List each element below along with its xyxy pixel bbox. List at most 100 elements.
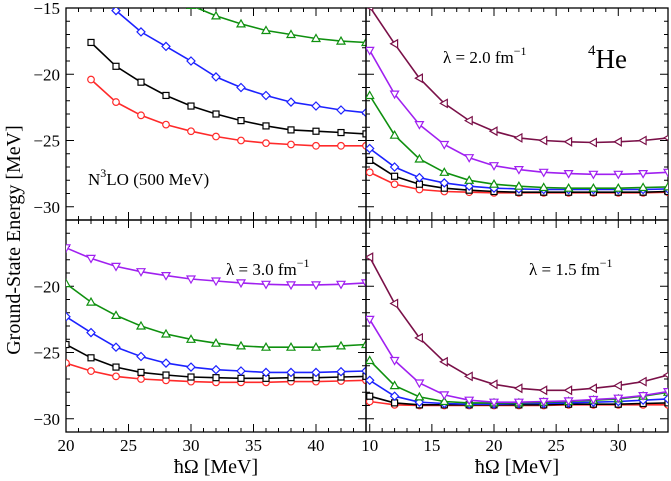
panel-bottom-right: 10 15 20 25 30 ħΩ [MeV] λ = 1.5 fm−1 <box>361 219 669 478</box>
data-point-black <box>664 399 668 407</box>
data-point-violet <box>110 262 122 272</box>
data-point-green <box>613 182 624 192</box>
data-point-green <box>638 182 649 192</box>
data-point-blue <box>66 311 71 322</box>
data-point-red <box>112 98 120 106</box>
data-point-green <box>662 181 668 191</box>
data-point-black <box>87 354 95 362</box>
data-point-maroon <box>439 98 448 109</box>
data-point-black <box>287 126 295 134</box>
data-point-green <box>439 167 450 176</box>
series-group <box>366 252 668 410</box>
y-tick-label: −15 <box>33 0 60 18</box>
data-point-green <box>285 29 297 39</box>
series-line-green <box>369 359 668 404</box>
data-point-red <box>366 168 374 177</box>
data-point-red <box>287 140 295 149</box>
series-group <box>66 244 366 387</box>
data-point-violet <box>135 268 147 277</box>
data-point-green <box>360 37 366 47</box>
data-point-green <box>513 180 524 190</box>
data-point-blue <box>439 178 450 188</box>
data-point-blue <box>111 342 121 353</box>
data-point-blue <box>161 41 171 52</box>
data-point-maroon <box>563 136 573 147</box>
nucleus-label: 4He <box>588 43 627 74</box>
data-point-black <box>237 117 245 125</box>
data-point-violet <box>488 162 500 171</box>
data-point-blue <box>236 82 246 93</box>
data-point-blue <box>414 172 425 183</box>
data-point-black <box>212 110 220 118</box>
data-point-black <box>366 156 374 164</box>
data-point-blue <box>186 56 196 66</box>
panel-label: λ = 2.0 fm−1 <box>443 44 527 67</box>
data-point-maroon <box>563 385 573 396</box>
data-point-violet <box>538 397 549 407</box>
data-point-violet <box>285 281 297 291</box>
data-point-maroon <box>662 372 668 378</box>
data-point-blue <box>464 181 475 192</box>
data-point-green <box>110 310 122 319</box>
data-point-violet <box>588 170 599 180</box>
data-point-blue <box>136 351 146 362</box>
data-point-maroon <box>662 134 668 141</box>
data-point-violet <box>488 398 500 408</box>
data-point-violet <box>538 168 549 178</box>
data-point-red <box>187 127 195 136</box>
data-point-red <box>312 141 320 150</box>
data-point-maroon <box>613 136 622 147</box>
data-point-black <box>87 38 95 47</box>
y-tick-label: −30 <box>33 198 60 217</box>
y-tick-label: −20 <box>33 277 60 296</box>
data-point-red <box>112 372 120 381</box>
data-point-blue <box>361 366 366 376</box>
data-point-blue <box>236 366 246 376</box>
data-point-green <box>235 340 247 350</box>
series-line-green <box>66 282 366 349</box>
x-tick-label: 30 <box>183 436 200 455</box>
data-point-green <box>210 10 222 20</box>
data-point-blue <box>366 143 375 154</box>
data-point-black <box>362 372 366 380</box>
data-point-red <box>162 120 170 129</box>
x-tick-label: 30 <box>610 436 627 455</box>
data-point-green <box>210 337 222 347</box>
data-point-green <box>260 25 272 35</box>
data-point-violet <box>360 279 366 289</box>
data-point-green <box>360 339 366 349</box>
data-point-violet <box>389 356 400 366</box>
data-point-violet <box>588 395 599 405</box>
data-point-maroon <box>389 298 399 309</box>
data-point-maroon <box>488 126 498 137</box>
data-point-green <box>260 341 272 351</box>
data-point-green <box>185 8 197 10</box>
data-point-blue <box>111 8 121 16</box>
x-tick-label: 25 <box>548 436 565 455</box>
data-point-green <box>310 341 322 351</box>
data-point-green <box>160 328 172 338</box>
data-point-maroon <box>414 332 423 343</box>
data-point-maroon <box>389 38 399 49</box>
data-point-black <box>162 371 170 379</box>
series-line-black <box>90 41 366 135</box>
series-line-maroon <box>368 256 668 392</box>
data-point-green <box>366 355 375 365</box>
data-point-black <box>112 62 120 70</box>
data-point-black <box>137 368 145 376</box>
data-point-maroon <box>637 376 647 387</box>
data-point-violet <box>638 170 649 179</box>
data-point-green <box>335 340 347 350</box>
data-point-violet <box>210 277 222 287</box>
nucleus-symbol: He <box>596 44 627 74</box>
x-tick-label: 20 <box>486 436 503 455</box>
data-point-blue <box>261 90 271 101</box>
data-point-green <box>563 182 574 192</box>
data-point-black <box>112 363 120 371</box>
data-point-red <box>212 132 220 141</box>
data-point-black <box>390 172 399 180</box>
data-point-green <box>414 391 425 401</box>
data-point-blue <box>389 162 400 172</box>
data-point-black <box>187 373 195 381</box>
